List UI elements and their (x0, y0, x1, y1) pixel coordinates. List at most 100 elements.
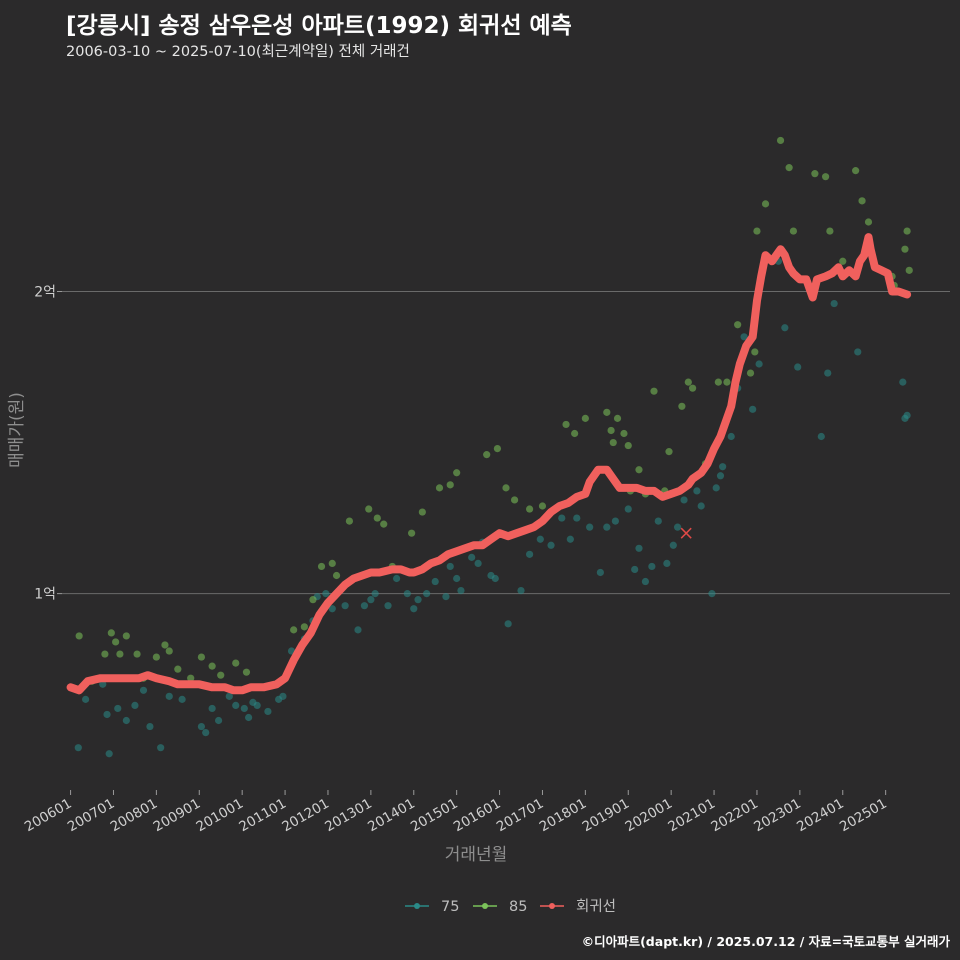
point-75 (74, 744, 82, 752)
point-75 (414, 596, 422, 604)
point-75 (393, 574, 401, 583)
point-85 (826, 227, 834, 235)
point-75 (468, 553, 476, 561)
point-85 (571, 429, 579, 438)
point-85 (365, 505, 373, 513)
point-85 (903, 227, 911, 235)
point-85 (785, 164, 793, 172)
point-75 (367, 596, 375, 604)
y-axis-ticks: 1억 2억 (34, 284, 62, 603)
x-tick-label: 201701 (494, 796, 547, 836)
point-75 (208, 704, 216, 713)
point-85 (852, 167, 860, 175)
point-85 (635, 466, 643, 474)
x-tick-label: 202301 (751, 796, 804, 836)
point-75 (114, 704, 122, 713)
point-75 (693, 487, 701, 495)
x-tick-label: 200901 (151, 796, 204, 836)
point-85 (242, 668, 251, 676)
point-85 (112, 638, 120, 646)
point-75 (794, 363, 802, 371)
point-85 (418, 508, 426, 516)
point-85 (751, 348, 759, 356)
point-85 (603, 408, 611, 416)
point-85 (187, 674, 195, 682)
point-75 (157, 744, 165, 752)
legend-label: 85 (509, 899, 527, 915)
legend-item-75: 75 (405, 899, 459, 915)
marker-stroke (680, 527, 692, 539)
point-75 (403, 590, 411, 598)
point-75 (457, 586, 465, 595)
point-85 (905, 266, 913, 274)
y-tick-label: 2억 (34, 284, 56, 300)
point-75 (719, 463, 727, 471)
point-75 (603, 523, 611, 531)
point-85 (525, 505, 534, 513)
point-85 (197, 653, 206, 661)
x-tick-label: 200601 (22, 796, 75, 836)
point-85 (116, 650, 124, 658)
point-75 (536, 535, 544, 543)
legend-dot (549, 903, 555, 909)
x-axis-ticks: 2006012007012008012009012010012011012012… (22, 790, 890, 835)
x-tick-label: 202001 (623, 796, 676, 836)
point-75 (781, 324, 789, 332)
point-85 (678, 402, 686, 410)
point-75 (139, 686, 148, 694)
point-75 (410, 605, 418, 613)
x-tick-label: 200801 (108, 796, 161, 836)
legend: 75 85 회귀선 (405, 898, 616, 915)
point-75 (360, 602, 369, 610)
point-75 (740, 333, 748, 341)
x-tick-label: 201401 (365, 796, 418, 836)
x-tick-label: 201001 (194, 796, 247, 836)
legend-item-회귀선: 회귀선 (540, 898, 616, 915)
point-75 (899, 378, 907, 386)
point-75 (755, 360, 763, 368)
point-85 (723, 378, 731, 386)
point-85 (290, 626, 298, 634)
point-85 (502, 484, 510, 492)
annotations (680, 527, 692, 539)
point-75 (817, 432, 825, 441)
point-85 (133, 650, 141, 658)
point-75 (371, 590, 379, 598)
point-85 (152, 653, 160, 661)
point-75 (680, 496, 688, 504)
point-75 (830, 299, 838, 308)
point-75 (122, 716, 130, 725)
point-85 (746, 369, 755, 377)
point-75 (504, 620, 512, 628)
point-85 (483, 451, 491, 459)
legend-label: 75 (441, 899, 459, 915)
scatter-points (74, 136, 913, 758)
x-tick-label: 202401 (794, 796, 847, 836)
point-75 (253, 701, 261, 710)
point-85 (332, 571, 341, 580)
point-75 (423, 590, 431, 598)
point-75 (491, 574, 499, 583)
x-axis-title: 거래년월 (445, 845, 508, 865)
point-85 (161, 641, 169, 649)
point-75 (749, 405, 757, 413)
point-85 (753, 227, 761, 235)
point-75 (202, 728, 210, 737)
point-75 (903, 411, 911, 419)
point-75 (103, 710, 111, 719)
point-75 (631, 565, 639, 574)
point-75 (727, 432, 735, 441)
point-85 (839, 257, 847, 265)
point-85 (345, 517, 354, 525)
point-85 (75, 632, 83, 640)
point-85 (761, 200, 770, 208)
legend-label: 회귀선 (576, 898, 616, 915)
legend-dot (414, 903, 420, 909)
x-tick-label: 202101 (665, 796, 718, 836)
point-75 (146, 722, 154, 731)
point-75 (547, 541, 555, 549)
point-85 (613, 414, 622, 422)
point-75 (654, 517, 662, 525)
point-85 (217, 671, 225, 679)
